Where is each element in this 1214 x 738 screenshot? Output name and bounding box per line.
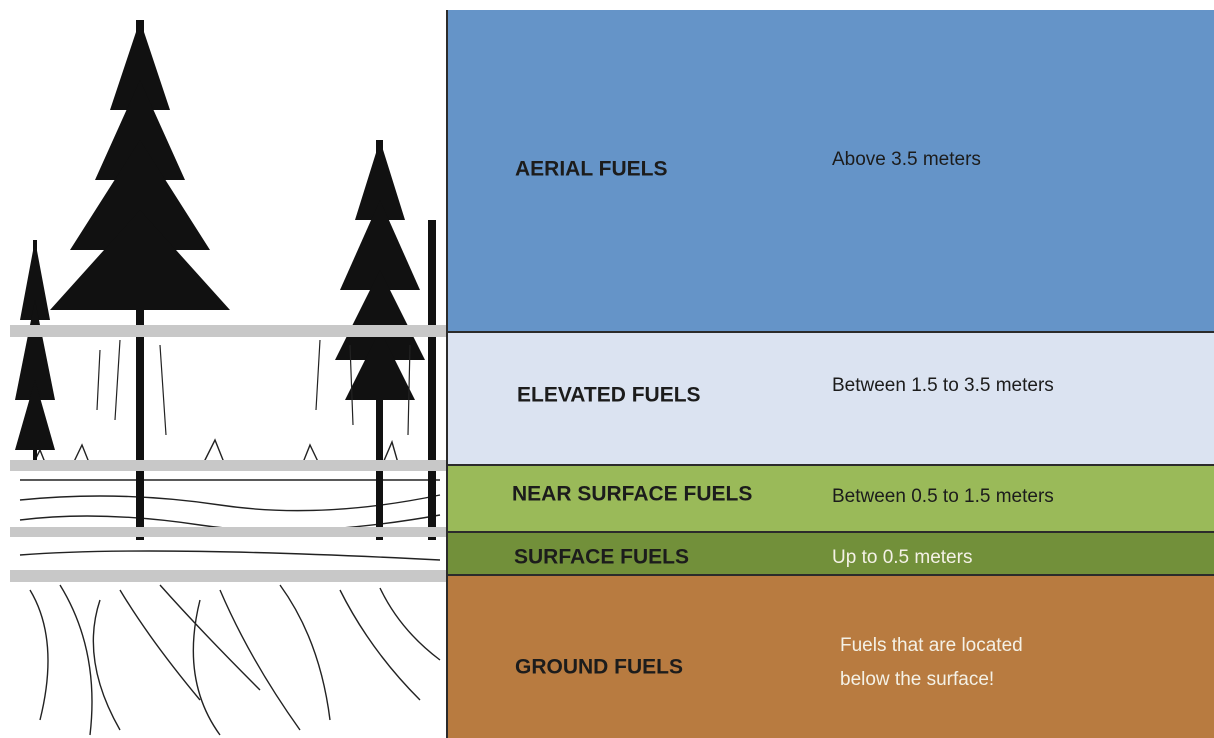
layer-label: AERIAL FUELS [515, 158, 667, 181]
illustration [10, 10, 447, 738]
layer-label: SURFACE FUELS [514, 546, 689, 569]
layer-description: Between 1.5 to 3.5 meters [832, 375, 1054, 396]
layer-description: Up to 0.5 meters [832, 547, 972, 568]
band-ground [447, 575, 1214, 738]
layer-label: GROUND FUELS [515, 656, 683, 679]
layer-label: ELEVATED FUELS [517, 384, 701, 407]
layer-description: Above 3.5 meters [832, 149, 981, 170]
layer-bands [446, 10, 1214, 738]
layer-description: below the surface! [840, 669, 994, 690]
band-surface [447, 532, 1214, 575]
band-aerial [447, 10, 1214, 332]
band-elevated [447, 332, 1214, 465]
layer-description: Fuels that are located [840, 635, 1023, 656]
band-near-surface [447, 465, 1214, 532]
layer-description: Between 0.5 to 1.5 meters [832, 486, 1054, 507]
layer-label: NEAR SURFACE FUELS [512, 483, 752, 506]
